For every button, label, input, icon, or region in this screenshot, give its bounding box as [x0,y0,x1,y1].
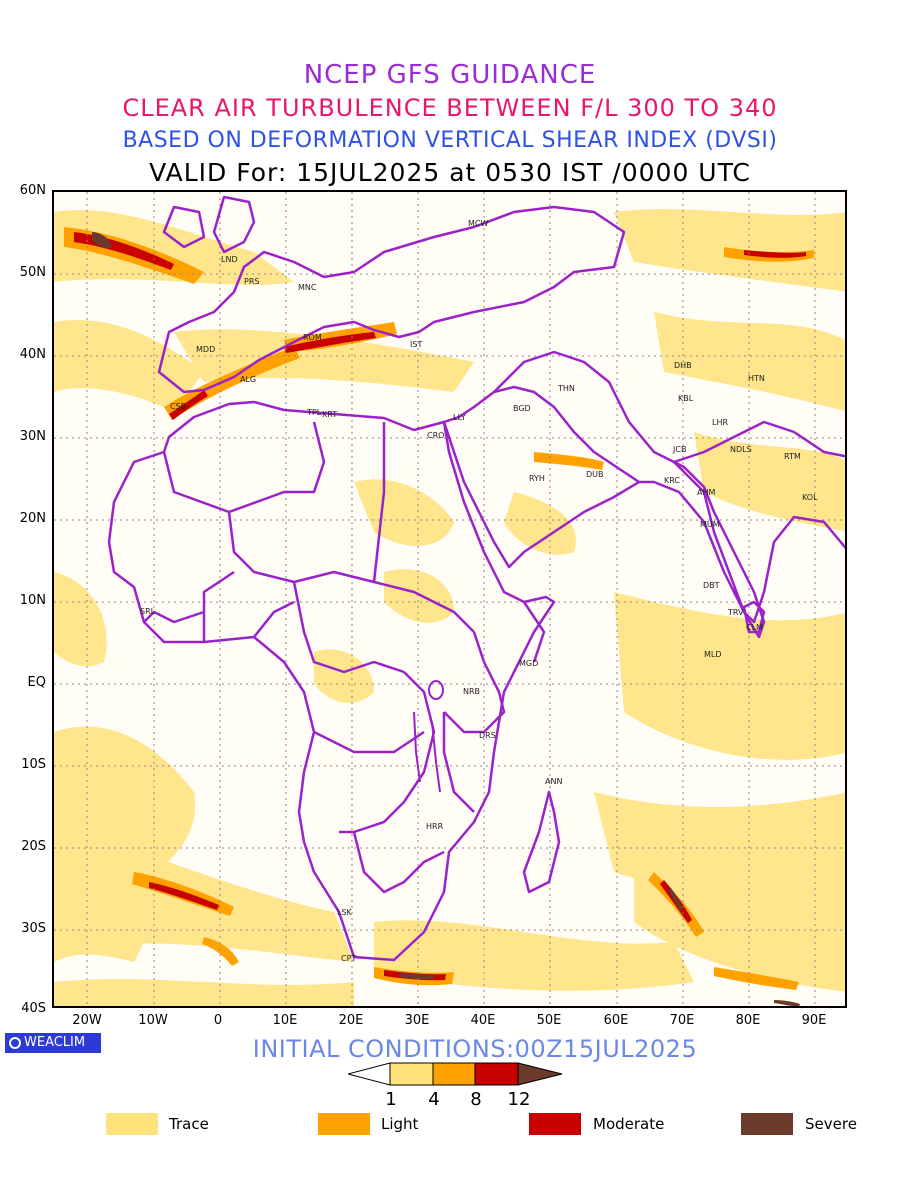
city-label: ALG [240,375,256,384]
city-label: LSK [337,908,353,917]
city-label: JCB [672,445,686,454]
city-label: NRB [463,687,480,696]
lakes [413,680,444,793]
city-label: HTN [748,374,765,383]
lon-label: 10W [138,1013,168,1028]
city-label: ANN [545,777,562,786]
city-label: CPT [341,954,356,963]
city-label: TPL [306,408,322,417]
lat-label: 30S [21,921,46,936]
colorbar-threshold: 12 [507,1089,531,1110]
city-label: RYH [529,474,545,483]
legend-swatch-light [318,1113,370,1135]
city-label: RTM [784,452,801,461]
legend-swatch-moderate [529,1113,581,1135]
lon-label: 90E [801,1013,827,1028]
city-label: NDLS [730,445,752,454]
legend-label-severe: Severe [805,1115,857,1133]
lat-label: 30N [19,429,46,444]
legend-label-moderate: Moderate [593,1115,665,1133]
lon-label: 80E [735,1013,761,1028]
lat-label: 10S [21,757,46,772]
city-label: MCW [468,219,488,228]
legend-label-light: Light [381,1115,419,1133]
colorbar-severe-arrow [517,1062,563,1086]
city-label: ROM [303,333,322,342]
severe-areas [92,232,800,1006]
city-label: LLY [453,413,466,422]
lat-lon-grid [54,192,845,1006]
colorbar-threshold: 8 [470,1089,482,1110]
lat-label: 20S [21,839,46,854]
legend-swatch-trace [106,1113,158,1135]
lat-label: 60N [19,183,46,198]
colorbar-light-box [432,1062,476,1086]
lon-label: 70E [669,1013,695,1028]
city-label: DHB [674,361,692,370]
city-label: CLM [746,623,763,632]
lat-label: 10N [19,593,46,608]
city-label: TRV [727,608,744,617]
city-label: IST [410,340,422,349]
city-label: MUM [700,520,720,529]
lon-label: 20W [72,1013,102,1028]
lat-label: 40S [21,1001,46,1016]
map-canvas: MCW LND PRS MNC MDD ROM IST DHB HTN ALG … [54,192,845,1006]
city-label: LND [221,255,238,264]
city-label: CRO [427,431,444,440]
city-label: HRR [426,822,444,831]
lon-label: 50E [536,1013,562,1028]
title-line-1: NCEP GFS GUIDANCE [303,60,597,90]
brand-text: WEACLIM [24,1035,86,1050]
lat-label: 50N [19,265,46,280]
colorbar-trace-box [389,1062,434,1086]
city-label: DRS [479,731,496,740]
title-line-2: CLEAR AIR TURBULENCE BETWEEN F/L 300 TO … [122,94,778,122]
lat-label: 20N [19,511,46,526]
title-line-3: BASED ON DEFORMATION VERTICAL SHEAR INDE… [122,128,778,153]
logo-circle-icon [9,1036,21,1049]
lat-label: 40N [19,347,46,362]
city-label: KOL [802,493,818,502]
legend-swatch-severe [741,1113,793,1135]
turbulence-map: MCW LND PRS MNC MDD ROM IST DHB HTN ALG … [52,190,847,1008]
city-label: DUB [586,470,604,479]
valid-time: VALID For: 15JUL2025 at 0530 IST /0000 U… [149,158,751,187]
colorbar-threshold: 4 [428,1089,440,1110]
lon-label: 20E [338,1013,364,1028]
city-labels: MCW LND PRS MNC MDD ROM IST DHB HTN ALG … [140,219,818,963]
colorbar [348,1062,563,1086]
lon-label: 30E [404,1013,430,1028]
city-label: KBL [678,394,694,403]
colorbar-low-arrow [348,1062,391,1086]
colorbar-moderate-box [474,1062,519,1086]
lon-label: 60E [603,1013,629,1028]
city-label: PRS [244,277,259,286]
country-borders [107,195,845,962]
city-label: KRT [322,410,337,419]
lat-label: EQ [27,675,46,690]
city-label: LHR [712,418,728,427]
city-label: MGD [519,659,538,668]
city-label: AHM [697,488,715,497]
initial-conditions: INITIAL CONDITIONS:00Z15JUL2025 [252,1035,698,1063]
city-label: CSB [170,402,186,411]
lon-label: 10E [272,1013,298,1028]
legend-label-trace: Trace [169,1115,209,1133]
city-label: DBT [703,581,720,590]
city-label: MNC [298,283,317,292]
city-label: MLD [704,650,722,659]
lon-label: 0 [213,1013,223,1028]
colorbar-threshold: 1 [385,1089,397,1110]
city-label: BGD [513,404,531,413]
city-label: SRL [140,607,156,616]
weaclim-logo: WEACLIM [5,1033,101,1053]
city-label: KRC [664,476,680,485]
lon-label: 40E [470,1013,496,1028]
city-label: MDD [196,345,215,354]
city-label: THN [557,384,575,393]
